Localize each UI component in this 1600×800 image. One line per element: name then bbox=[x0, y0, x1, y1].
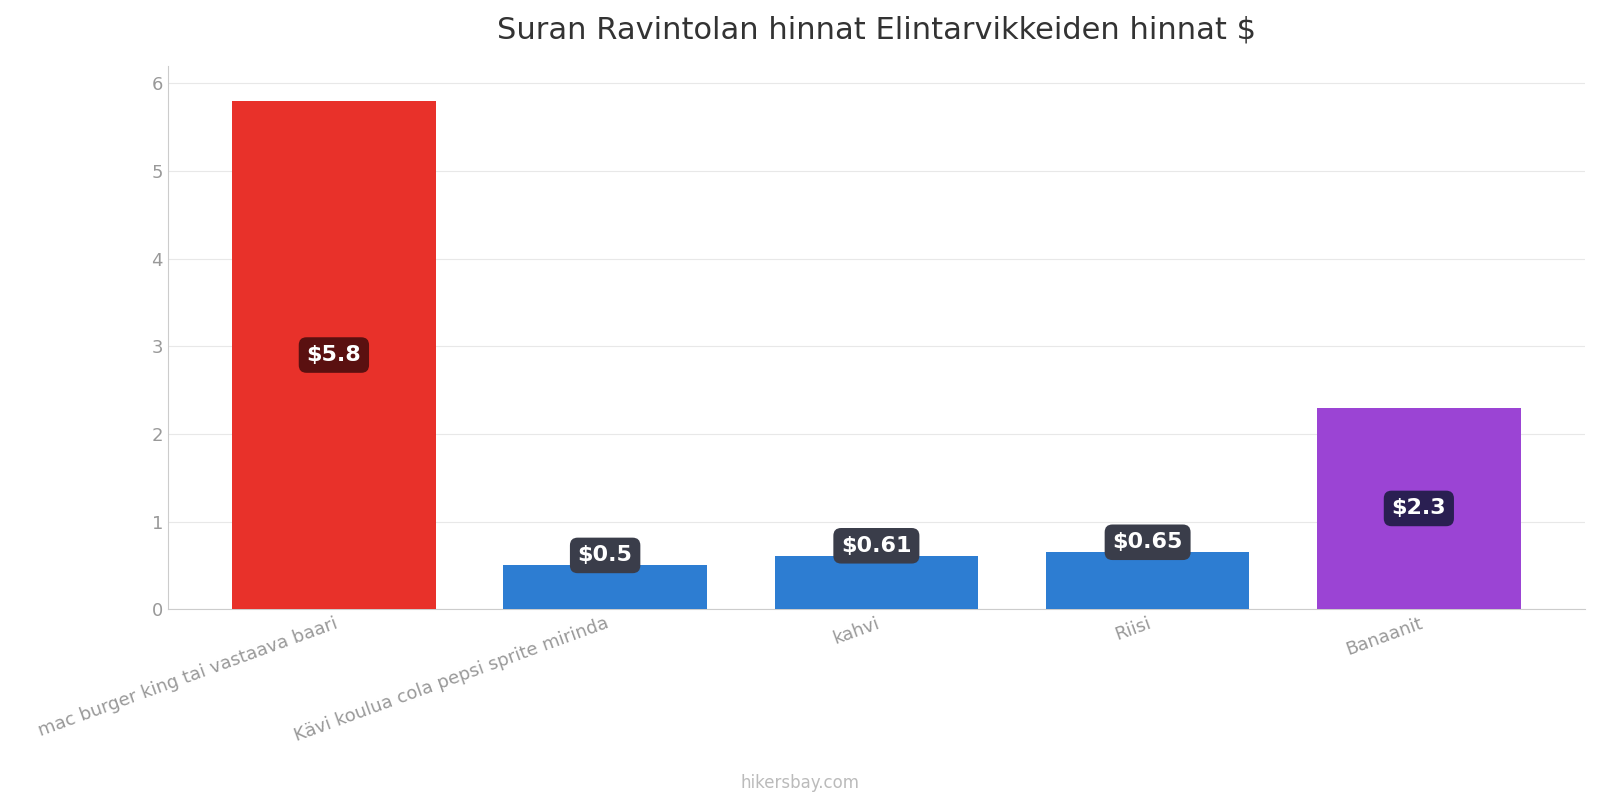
Text: $0.65: $0.65 bbox=[1112, 532, 1182, 552]
Bar bbox=[1046, 552, 1250, 610]
Title: Suran Ravintolan hinnat Elintarvikkeiden hinnat $: Suran Ravintolan hinnat Elintarvikkeiden… bbox=[498, 15, 1256, 44]
Text: $2.3: $2.3 bbox=[1392, 498, 1446, 518]
Text: $0.5: $0.5 bbox=[578, 546, 632, 566]
Bar bbox=[232, 101, 435, 610]
Text: $5.8: $5.8 bbox=[307, 345, 362, 365]
Bar bbox=[504, 566, 707, 610]
Bar bbox=[1317, 408, 1520, 610]
Bar bbox=[774, 556, 978, 610]
Text: hikersbay.com: hikersbay.com bbox=[741, 774, 859, 792]
Text: $0.61: $0.61 bbox=[842, 536, 912, 556]
